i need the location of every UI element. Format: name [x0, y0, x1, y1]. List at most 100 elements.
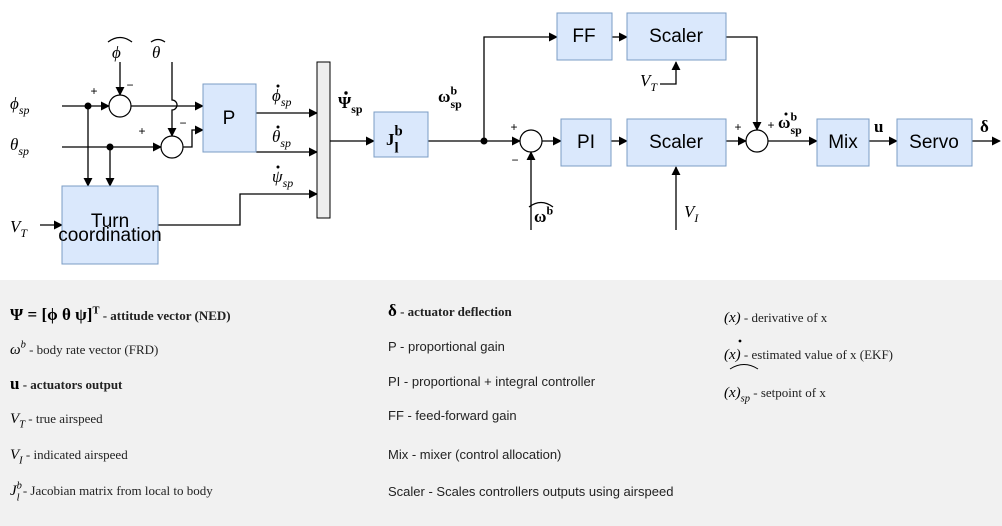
- signal-label-base: ω: [778, 113, 790, 132]
- block-label: PI: [577, 132, 595, 153]
- signal-label: Ψsp: [338, 93, 363, 116]
- signal-label: ωb: [534, 203, 553, 226]
- legend-entry: FF - feed-forward gain: [388, 408, 517, 423]
- legend-entry-text: - attitude vector (NED): [99, 308, 230, 323]
- signal-label-sub: sp: [283, 176, 294, 190]
- legend-entry: Mix - mixer (control allocation): [388, 447, 561, 462]
- legend-entry: ωb - body rate vector (FRD): [10, 339, 158, 358]
- legend-entry-sup: T: [92, 305, 99, 316]
- legend-entry-base: (x): [724, 385, 741, 401]
- legend-entry-base: V: [10, 447, 21, 463]
- signal-label: θsp: [272, 127, 291, 150]
- legend-entry: u - actuators output: [10, 374, 123, 393]
- signal-label-base: ω: [438, 87, 450, 106]
- block-label: FF: [572, 26, 595, 47]
- signal-label: δ: [980, 117, 989, 136]
- legend-entry-text: - estimated value of x (EKF): [741, 347, 893, 362]
- legend-entry-base: ω: [10, 342, 21, 358]
- signal-label-sup: b: [790, 109, 797, 123]
- legend-entry-sub: l: [17, 492, 20, 503]
- block-label-sup: b: [395, 124, 403, 140]
- legend-entry-sup: b: [17, 480, 22, 491]
- legend-entry: Scaler - Scales controllers outputs usin…: [388, 484, 673, 499]
- legend-entry-base: (x): [724, 310, 741, 326]
- signal-label-sub: sp: [450, 97, 462, 111]
- signal-label: ϕsp: [10, 94, 29, 117]
- signal-label-sub: sp: [351, 102, 363, 116]
- signal-label-base: Ψ: [338, 93, 352, 112]
- signal-label-base: ϕ: [10, 94, 19, 113]
- signal-label: VT: [10, 217, 28, 240]
- legend-entry-sub: T: [19, 420, 26, 431]
- legend-entry-sub: I: [18, 456, 23, 467]
- block-label: Scaler: [649, 26, 704, 47]
- signal-label-sub: sp: [281, 95, 292, 109]
- legend-entry-text: - derivative of x: [741, 310, 828, 325]
- block-label: Scaler: [649, 132, 704, 153]
- legend-entry-text: - actuators output: [19, 377, 123, 392]
- legend-entry: VI - indicated airspeed: [10, 447, 128, 467]
- legend-entry: δ - actuator deflection: [388, 301, 513, 320]
- block-label: Jb l: [386, 124, 403, 157]
- signal-label: ωb sp: [438, 83, 462, 111]
- legend-entry-text: - indicated airspeed: [23, 447, 129, 462]
- summer-sign: +: [90, 84, 97, 98]
- legend-entry-base: Ψ = [ϕ θ ψ]: [10, 305, 92, 324]
- signal-label-sup: b: [546, 203, 553, 217]
- legend-entry: (x)sp - setpoint of x: [724, 385, 826, 405]
- summers: [108, 94, 769, 159]
- signal-label-base: θ: [10, 135, 18, 154]
- legend-entry: Jb l - Jacobian matrix from local to body: [10, 480, 213, 503]
- signal-label: u: [874, 117, 883, 136]
- signal-label-base: θ: [272, 127, 280, 146]
- summer-sign: +: [510, 120, 517, 134]
- legend-entry: (x) - estimated value of x (EKF): [724, 347, 893, 363]
- summer-sign: −: [179, 116, 186, 130]
- legend-entry: Ψ = [ϕ θ ψ]T - attitude vector (NED): [10, 305, 231, 324]
- blocks: [61, 12, 973, 265]
- summer-sign: +: [138, 124, 145, 138]
- signal-label-base: ϕ: [272, 86, 281, 105]
- summer-sign: +: [767, 118, 774, 132]
- signal-label: θsp: [10, 135, 29, 158]
- legend-entry-text: - setpoint of x: [750, 385, 826, 400]
- legend-entry-base: δ: [388, 301, 397, 320]
- legend-entry-base: J: [10, 483, 18, 499]
- signal-label-base: ω: [534, 207, 546, 226]
- legend-entry-text: - Jacobian matrix from local to body: [20, 483, 214, 498]
- signal-label-sub: sp: [790, 123, 802, 137]
- legend-entry-base: (x): [724, 347, 741, 363]
- legend-entry-text: - body rate vector (FRD): [26, 342, 159, 357]
- signal-label: ϕsp: [272, 86, 291, 109]
- block-label: Turn: [91, 211, 129, 232]
- signal-label-sub: I: [693, 211, 699, 225]
- wires: [40, 32, 1001, 230]
- signal-label: ωb sp: [778, 109, 802, 137]
- block-label-base: J: [386, 130, 395, 149]
- signal-label-base: θ: [152, 43, 160, 62]
- signal-label-base: V: [684, 202, 697, 221]
- signal-label: VT: [640, 71, 658, 94]
- signal-label-sub: T: [20, 226, 28, 240]
- legend-entry: P - proportional gain: [388, 339, 505, 354]
- summer-sign: −: [126, 78, 133, 92]
- legend-entry-text: - true airspeed: [25, 411, 103, 426]
- signal-label-sup: b: [450, 83, 457, 97]
- legend-entry-text: - actuator deflection: [397, 304, 513, 319]
- legend-panel: [0, 280, 1002, 526]
- signal-label-sub: T: [650, 80, 658, 94]
- signal-label: ψsp: [272, 167, 293, 190]
- legend-entry-base: V: [10, 411, 21, 427]
- signal-label-sub: sp: [280, 136, 291, 150]
- block-label: P: [223, 108, 236, 129]
- block-label-sub: l: [395, 140, 399, 156]
- legend-entry-sup: b: [21, 339, 26, 350]
- legend-entry: (x) - derivative of x: [724, 310, 828, 326]
- summer-sign: +: [734, 120, 741, 134]
- signal-label-sub: sp: [19, 103, 30, 117]
- block-label: coordination: [58, 225, 162, 246]
- signal-label-base: ϕ: [112, 43, 121, 62]
- signal-label-base: u: [874, 117, 883, 136]
- signal-label-base: V: [10, 217, 23, 236]
